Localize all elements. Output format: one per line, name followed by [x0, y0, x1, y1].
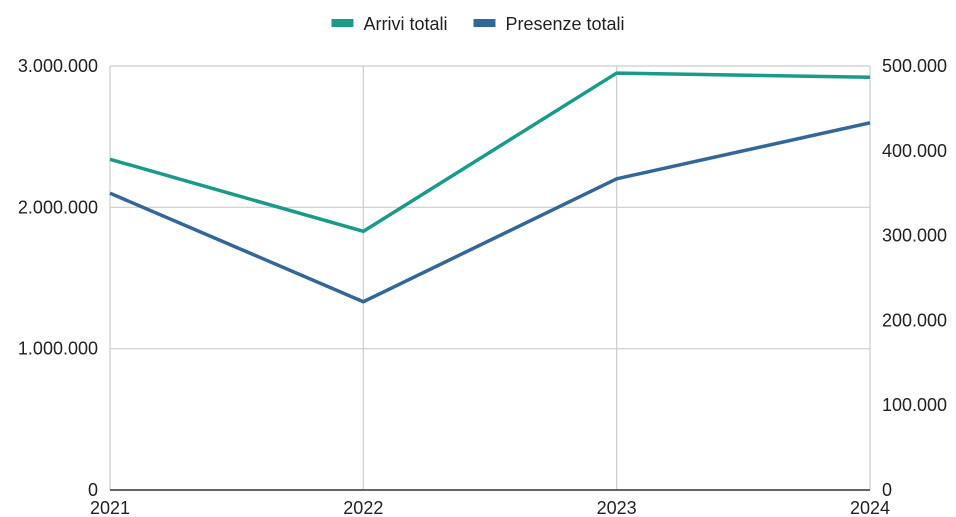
- x-tick-label: 2023: [597, 498, 637, 517]
- y-left-tick-label: 1.000.000: [18, 339, 98, 359]
- chart-series: [109, 71, 871, 304]
- y-left-tick-label: 3.000.000: [18, 56, 98, 76]
- y-right-tick-label: 100.000: [882, 395, 947, 415]
- chart-grid: [109, 65, 871, 490]
- x-tick-label: 2021: [90, 498, 130, 517]
- y-left-tick-label: 0: [88, 480, 98, 500]
- legend-swatch: [331, 19, 354, 27]
- chart-tick-labels: 0 1.000.000 2.000.000 3.000.000 0 100.000 200.…: [18, 56, 947, 517]
- series-line-presenze-totali: [109, 121, 871, 304]
- y-right-tick-label: 0: [882, 480, 892, 500]
- series-line-arrivi-totali: [109, 71, 871, 234]
- legend-item-presenze-totali[interactable]: Presenze totali: [473, 14, 625, 34]
- y-left-tick-label: 2.000.000: [18, 197, 98, 217]
- x-tick-label: 2022: [343, 498, 383, 517]
- chart-legend[interactable]: Arrivi totali Presenze totali: [331, 14, 625, 34]
- y-right-tick-label: 400.000: [882, 141, 947, 161]
- y-right-tick-label: 500.000: [882, 56, 947, 76]
- y-right-tick-label: 300.000: [882, 226, 947, 246]
- legend-label: Presenze totali: [505, 14, 624, 34]
- x-tick-label: 2024: [850, 498, 890, 517]
- legend-label: Arrivi totali: [363, 14, 447, 34]
- legend-item-arrivi-totali[interactable]: Arrivi totali: [331, 14, 447, 34]
- y-right-tick-label: 200.000: [882, 310, 947, 330]
- legend-swatch: [473, 19, 496, 27]
